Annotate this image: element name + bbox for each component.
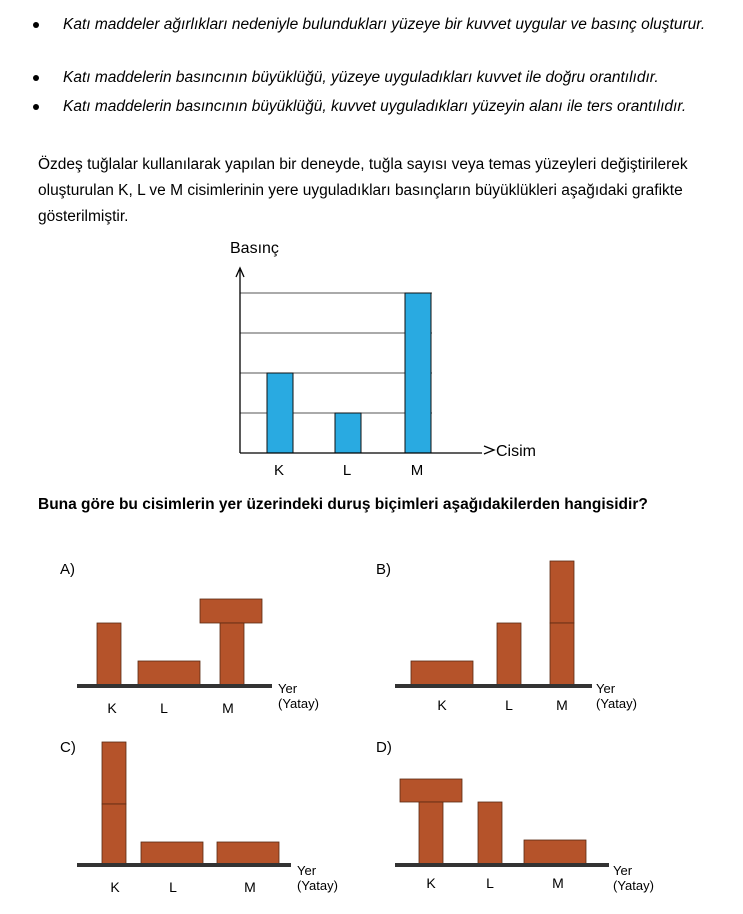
ground-line bbox=[77, 684, 272, 688]
ground-sublabel: (Yatay) bbox=[596, 696, 637, 711]
bullet-dot-icon bbox=[33, 104, 39, 110]
x-tick-labels: K L M bbox=[274, 462, 423, 479]
bar-k bbox=[266, 372, 294, 454]
object-l bbox=[477, 801, 503, 865]
brick bbox=[477, 801, 503, 865]
ground-line bbox=[395, 684, 592, 688]
object-label-l: L bbox=[486, 875, 494, 891]
brick bbox=[137, 660, 201, 686]
ground-line bbox=[77, 863, 291, 867]
object-l bbox=[140, 841, 204, 865]
brick bbox=[199, 598, 263, 624]
option-label: C) bbox=[60, 739, 76, 756]
brick bbox=[418, 801, 444, 865]
option-a[interactable]: A) K L M Yer (Yatay) bbox=[40, 550, 360, 725]
brick bbox=[549, 560, 575, 624]
x-tick-label: K bbox=[274, 462, 284, 479]
brick bbox=[410, 660, 474, 686]
y-axis-label: Basınç bbox=[230, 240, 279, 257]
object-label-m: M bbox=[244, 879, 256, 895]
option-c[interactable]: C) K L M Yer (Yatay) bbox=[40, 728, 360, 908]
option-d[interactable]: D) K L M Yer (Yatay) bbox=[360, 728, 680, 908]
object-label-l: L bbox=[505, 697, 513, 713]
option-label: B) bbox=[376, 561, 391, 578]
ground-sublabel: (Yatay) bbox=[278, 696, 319, 711]
ground-line bbox=[395, 863, 609, 867]
object-label-m: M bbox=[552, 875, 564, 891]
brick bbox=[96, 622, 122, 686]
object-label-k: K bbox=[426, 875, 436, 891]
object-k bbox=[96, 622, 122, 686]
x-axis-label: Cisim bbox=[496, 443, 536, 460]
option-label: D) bbox=[376, 739, 392, 756]
bullet-text: Katı maddelerin basıncının büyüklüğü, yü… bbox=[63, 69, 659, 86]
bar-l bbox=[334, 412, 362, 454]
brick bbox=[523, 839, 587, 865]
bullet-dot-icon bbox=[33, 75, 39, 81]
bullet-dot-icon bbox=[33, 22, 39, 28]
object-label-m: M bbox=[556, 697, 568, 713]
object-m bbox=[216, 841, 280, 865]
brick bbox=[496, 622, 522, 686]
x-axis-arrow-icon bbox=[483, 445, 496, 455]
object-label-m: M bbox=[222, 700, 234, 716]
object-m bbox=[199, 598, 263, 686]
object-label-l: L bbox=[160, 700, 168, 716]
object-l bbox=[496, 622, 522, 686]
object-l bbox=[137, 660, 201, 686]
object-m bbox=[523, 839, 587, 865]
brick bbox=[399, 778, 463, 803]
ground-sublabel: (Yatay) bbox=[613, 878, 654, 893]
brick bbox=[101, 741, 127, 805]
object-label-l: L bbox=[169, 879, 177, 895]
object-k bbox=[410, 660, 474, 686]
brick bbox=[216, 841, 280, 865]
object-m bbox=[549, 560, 575, 686]
option-b[interactable]: B) K L M Yer (Yatay) bbox=[360, 550, 680, 725]
intro-paragraph: Özdeş tuğlalar kullanılarak yapılan bir … bbox=[38, 156, 688, 225]
object-k bbox=[101, 741, 127, 865]
bar-m bbox=[404, 292, 432, 454]
brick bbox=[140, 841, 204, 865]
brick bbox=[549, 622, 575, 686]
object-label-k: K bbox=[110, 879, 120, 895]
ground-label: Yer bbox=[278, 681, 298, 696]
pressure-bar-chart: Basınç Cisim K L M bbox=[230, 240, 536, 479]
option-label: A) bbox=[60, 561, 75, 578]
ground-sublabel: (Yatay) bbox=[297, 878, 338, 893]
y-axis-arrow-icon bbox=[235, 266, 245, 278]
question-text: Buna göre bu cisimlerin yer üzerindeki d… bbox=[38, 496, 648, 513]
object-k bbox=[399, 778, 463, 865]
brick bbox=[101, 803, 127, 865]
object-label-k: K bbox=[437, 697, 447, 713]
bullet-text: Katı maddeler ağırlıkları nedeniyle bulu… bbox=[63, 16, 706, 33]
x-tick-label: M bbox=[411, 462, 424, 479]
object-label-k: K bbox=[107, 700, 117, 716]
brick bbox=[219, 622, 245, 686]
ground-label: Yer bbox=[596, 681, 616, 696]
x-tick-label: L bbox=[343, 462, 351, 479]
bullet-text: Katı maddelerin basıncının büyüklüğü, ku… bbox=[63, 98, 687, 115]
ground-label: Yer bbox=[613, 863, 633, 878]
ground-label: Yer bbox=[297, 863, 317, 878]
